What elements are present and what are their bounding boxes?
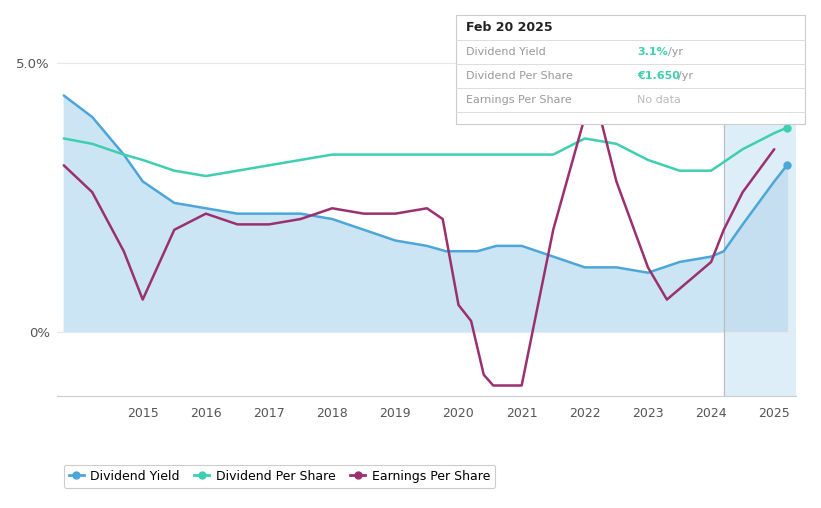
Text: Past: Past — [727, 33, 751, 46]
Text: Feb 20 2025: Feb 20 2025 — [466, 21, 553, 35]
Bar — [724, 20, 796, 396]
Text: Earnings Per Share: Earnings Per Share — [466, 96, 571, 105]
Text: No data: No data — [637, 96, 681, 105]
Legend: Dividend Yield, Dividend Per Share, Earnings Per Share: Dividend Yield, Dividend Per Share, Earn… — [64, 465, 495, 488]
Text: Dividend Per Share: Dividend Per Share — [466, 71, 572, 81]
Text: /yr: /yr — [668, 47, 683, 57]
Text: €1.650: €1.650 — [637, 71, 680, 81]
Text: /yr: /yr — [678, 71, 693, 81]
Text: Dividend Yield: Dividend Yield — [466, 47, 545, 57]
Text: 3.1%: 3.1% — [637, 47, 667, 57]
